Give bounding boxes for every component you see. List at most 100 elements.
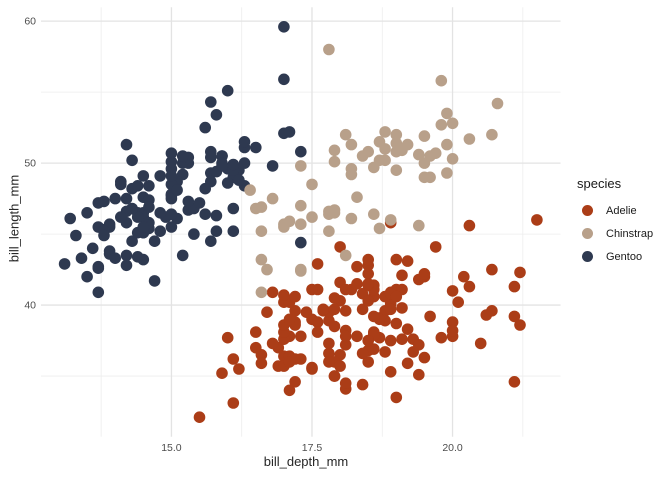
point-adelie [283, 313, 296, 326]
point-gentoo [210, 109, 223, 121]
point-gentoo [92, 197, 105, 209]
x-axis-title: bill_depth_mm [263, 454, 349, 469]
point-gentoo [154, 207, 166, 219]
point-adelie [250, 341, 262, 354]
point-chinstrap [323, 225, 335, 237]
point-adelie [418, 351, 431, 364]
point-adelie [446, 316, 459, 328]
point-adelie [227, 353, 240, 365]
legend-dot-adelie [582, 205, 593, 216]
point-adelie [250, 326, 262, 338]
point-chinstrap [441, 107, 453, 120]
point-adelie [339, 339, 352, 351]
point-gentoo [143, 201, 155, 213]
legend-item-adelie: Adelie [577, 199, 653, 222]
point-gentoo [205, 96, 217, 108]
point-gentoo [182, 195, 195, 208]
point-adelie [323, 347, 335, 360]
point-chinstrap [278, 218, 290, 230]
point-adelie [418, 268, 431, 280]
point-chinstrap [266, 192, 279, 205]
point-adelie [362, 356, 375, 368]
point-gentoo [238, 136, 251, 148]
point-gentoo [126, 202, 138, 215]
point-gentoo [137, 221, 150, 233]
point-adelie [514, 319, 526, 331]
point-gentoo [109, 252, 121, 264]
point-chinstrap [255, 225, 268, 237]
point-chinstrap [463, 133, 476, 145]
point-adelie [362, 334, 375, 347]
legend-dot-gentoo [582, 251, 593, 262]
point-adelie [396, 302, 408, 314]
point-chinstrap [306, 178, 318, 191]
point-chinstrap [362, 145, 375, 158]
point-adelie [390, 253, 403, 266]
point-adelie [356, 347, 369, 360]
point-adelie [413, 339, 425, 351]
point-adelie [216, 367, 228, 380]
point-chinstrap [295, 160, 307, 172]
point-gentoo [250, 141, 262, 154]
point-adelie [339, 283, 352, 296]
point-gentoo [115, 178, 127, 191]
point-gentoo [120, 249, 133, 262]
point-chinstrap [384, 214, 397, 226]
point-adelie [368, 310, 380, 323]
y-axis-title: bill_length_mm [6, 174, 22, 263]
point-gentoo [165, 192, 178, 205]
point-chinstrap [390, 145, 403, 158]
point-adelie [463, 280, 476, 293]
point-adelie [317, 303, 330, 316]
point-chinstrap [373, 222, 386, 235]
point-gentoo [216, 160, 228, 172]
point-gentoo [171, 184, 183, 196]
point-adelie [351, 278, 363, 290]
point-chinstrap [413, 148, 425, 161]
point-chinstrap [441, 138, 453, 151]
point-chinstrap [295, 199, 307, 212]
point-adelie [435, 331, 448, 344]
point-gentoo [165, 147, 178, 159]
point-adelie [401, 323, 414, 336]
point-gentoo [70, 229, 82, 242]
point-gentoo [81, 270, 93, 283]
point-adelie [328, 370, 341, 382]
point-adelie [508, 280, 521, 293]
point-chinstrap [429, 147, 442, 159]
point-adelie [328, 292, 341, 304]
point-chinstrap [418, 130, 431, 142]
point-adelie [356, 378, 369, 391]
point-gentoo [278, 73, 290, 86]
point-adelie [362, 278, 375, 290]
point-gentoo [109, 192, 121, 205]
point-adelie [289, 376, 301, 388]
point-adelie [289, 305, 301, 317]
point-adelie [221, 331, 234, 344]
point-adelie [334, 241, 346, 253]
point-chinstrap [413, 219, 425, 232]
point-gentoo [64, 212, 76, 225]
point-gentoo [137, 170, 150, 182]
point-gentoo [227, 225, 240, 237]
point-gentoo [199, 208, 211, 220]
point-gentoo [227, 202, 240, 215]
point-gentoo [199, 121, 211, 134]
point-gentoo [295, 145, 307, 158]
point-adelie [255, 357, 268, 370]
point-adelie [362, 268, 375, 280]
point-gentoo [165, 170, 178, 182]
legend-item-chinstrap: Chinstrap [577, 222, 653, 245]
point-chinstrap [390, 164, 403, 176]
point-adelie [339, 305, 352, 317]
point-adelie [396, 333, 408, 346]
point-gentoo [81, 207, 93, 219]
point-gentoo [75, 252, 88, 264]
point-adelie [508, 310, 521, 323]
point-adelie [486, 263, 498, 276]
point-adelie [323, 356, 335, 368]
point-adelie [311, 258, 324, 270]
point-gentoo [188, 228, 200, 240]
point-adelie [283, 384, 296, 397]
